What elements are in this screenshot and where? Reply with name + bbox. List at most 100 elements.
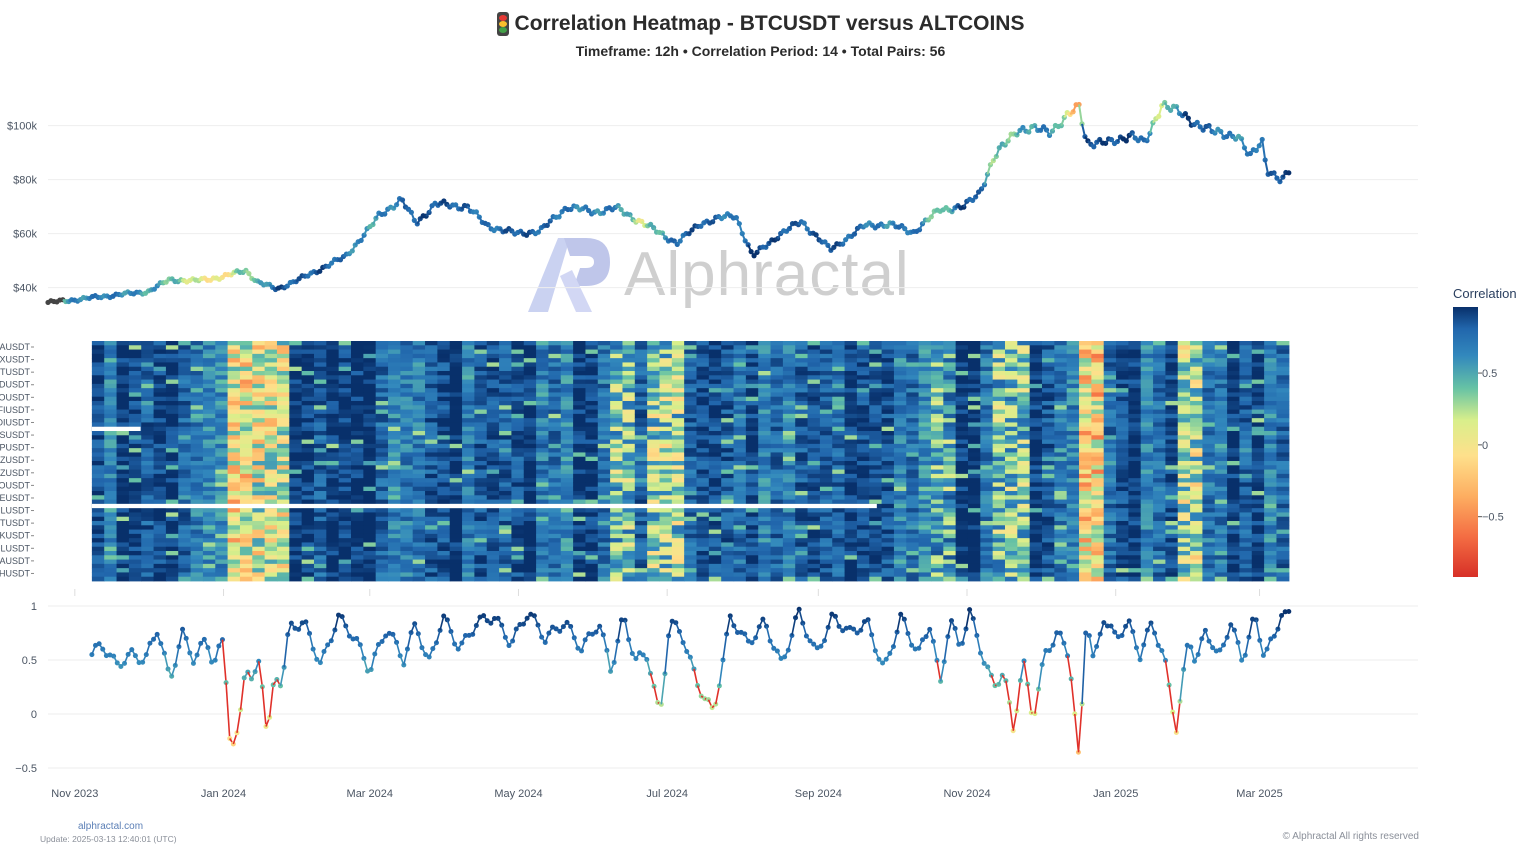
heatmap-cell (955, 473, 969, 479)
heatmap-cell (918, 362, 932, 368)
heatmap-cell (462, 491, 475, 496)
heatmap-cell (215, 341, 229, 346)
heatmap-cell (190, 443, 204, 449)
heatmap-cell (375, 422, 389, 428)
heatmap-cell (91, 473, 105, 479)
heatmap-cell (375, 443, 389, 449)
heatmap-cell (696, 405, 710, 410)
heatmap-cell (202, 431, 216, 436)
heatmap-cell (955, 568, 969, 573)
heatmap-cell (351, 469, 364, 475)
heatmap-cell (523, 383, 537, 389)
heatmap-cell (782, 405, 796, 410)
heatmap-cell (449, 362, 463, 368)
heatmap-cell (548, 486, 562, 492)
heatmap-cell (363, 576, 377, 582)
heatmap-cell (388, 353, 401, 359)
heatmap-cell (708, 533, 722, 539)
heatmap-cell (856, 525, 870, 530)
heatmap-cell (721, 362, 735, 368)
heatmap-cell (474, 495, 488, 500)
heatmap-cell (116, 448, 130, 453)
heatmap-cell (499, 555, 513, 560)
heatmap-cell (721, 392, 735, 398)
heatmap-cell (351, 353, 364, 359)
heatmap-cell (91, 499, 105, 505)
heatmap-cell (511, 521, 525, 526)
heatmap-cell (425, 422, 438, 428)
heatmap-cell (252, 435, 266, 440)
heatmap-cell (684, 443, 698, 449)
heatmap-cell (893, 499, 907, 505)
heatmap-cell (449, 482, 463, 488)
heatmap-cell (252, 559, 266, 565)
heatmap-cell (856, 349, 870, 355)
heatmap-cell (338, 491, 352, 496)
heatmap-cell (363, 512, 377, 518)
heatmap-cell (967, 499, 981, 505)
heatmap-cell (313, 516, 327, 522)
heatmap-cell (363, 371, 377, 376)
heatmap-cell (264, 422, 278, 428)
heatmap-cell (91, 482, 105, 488)
heatmap-cell (227, 345, 241, 350)
heatmap-cell (782, 401, 796, 406)
heatmap-cell (659, 405, 673, 410)
heatmap-cell (536, 456, 550, 462)
heatmap-cell (881, 409, 895, 415)
heatmap-cell (930, 435, 944, 440)
heatmap-cell (425, 439, 438, 445)
heatmap-cell (91, 388, 105, 393)
heatmap-cell (165, 546, 179, 552)
heatmap-cell (474, 435, 488, 440)
heatmap-cell (708, 422, 722, 428)
heatmap-cell (326, 396, 340, 402)
heatmap-cell (733, 448, 747, 453)
heatmap-cell (844, 538, 858, 543)
heatmap-cell (289, 448, 303, 453)
heatmap-cell (351, 383, 364, 389)
heatmap-cell (869, 353, 883, 359)
heatmap-cell (301, 439, 315, 445)
heatmap-cell (708, 418, 722, 423)
heatmap-cell (930, 529, 944, 535)
heatmap-cell (215, 396, 229, 402)
heatmap-cell (807, 379, 821, 385)
heatmap-cell (190, 486, 204, 492)
heatmap-cell (980, 563, 994, 569)
heatmap-cell (634, 366, 648, 372)
heatmap-cell (301, 486, 315, 492)
heatmap-cell (548, 405, 562, 410)
heatmap-cell (264, 486, 278, 492)
heatmap-cell (634, 486, 648, 492)
heatmap-cell (906, 375, 920, 380)
heatmap-cell (351, 371, 364, 376)
heatmap-cell (227, 358, 241, 363)
heatmap-cell (992, 409, 1006, 415)
heatmap-cell (375, 371, 389, 376)
heatmap-cell (511, 341, 525, 346)
heatmap-cell (795, 473, 809, 479)
heatmap-cell (141, 443, 155, 449)
heatmap-cell (437, 461, 451, 466)
heatmap-cell (511, 345, 525, 350)
heatmap-cell (758, 422, 772, 428)
heatmap-cell (91, 413, 105, 419)
heatmap-cell (585, 353, 599, 359)
heatmap-cell (153, 482, 167, 488)
heatmap-cell (819, 478, 833, 483)
heatmap-cell (918, 473, 932, 479)
heatmap-cell (869, 379, 883, 385)
heatmap-cell (980, 353, 994, 359)
heatmap-cell (745, 482, 759, 488)
heatmap-cell (437, 465, 451, 470)
heatmap-cell (375, 559, 389, 565)
heatmap-cell (869, 375, 883, 380)
heatmap-cell (992, 538, 1006, 543)
heatmap-cell (388, 345, 401, 350)
chart-title: Correlation Heatmap - BTCUSDT versus ALT… (514, 12, 1025, 35)
heatmap-cell (128, 563, 142, 569)
heatmap-cell (252, 456, 266, 462)
heatmap-cell (338, 401, 352, 406)
heatmap-cell (425, 473, 438, 479)
